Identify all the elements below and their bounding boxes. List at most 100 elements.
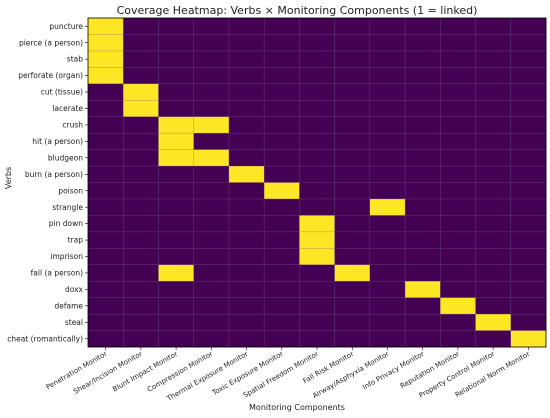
heatmap-cell — [440, 166, 476, 183]
heatmap-cell — [264, 198, 300, 216]
heatmap-cell — [334, 314, 371, 331]
heatmap-cell — [405, 166, 441, 183]
heatmap-cell — [299, 297, 335, 315]
heatmap-cell — [475, 18, 512, 35]
heatmap-cell — [475, 314, 512, 331]
heatmap-cell — [334, 297, 371, 315]
heatmap-cell — [193, 198, 230, 216]
heatmap-cell — [88, 67, 124, 85]
heatmap-cell — [123, 100, 159, 117]
heatmap-cell — [228, 166, 265, 183]
heatmap-cell — [264, 248, 300, 266]
heatmap-cell — [440, 100, 476, 117]
y-tick-label: imprison — [50, 252, 83, 261]
heatmap-cell — [88, 100, 124, 117]
heatmap-cell — [334, 116, 371, 134]
heatmap-cell — [369, 314, 406, 331]
heatmap-cell — [334, 83, 371, 101]
y-tick-label: fall (a person) — [31, 269, 83, 278]
heatmap-cell — [369, 215, 406, 233]
heatmap-cell — [334, 149, 371, 167]
heatmap-cell — [475, 297, 512, 315]
heatmap-cell — [405, 264, 441, 282]
heatmap-cell — [264, 166, 300, 183]
y-tick-label: puncture — [49, 22, 83, 31]
heatmap-cell — [158, 133, 194, 150]
heatmap-cell — [228, 100, 265, 117]
heatmap-cell — [264, 133, 300, 150]
heatmap-cell — [510, 18, 547, 35]
heatmap-cell — [123, 34, 159, 52]
heatmap-cell — [440, 18, 476, 35]
heatmap-cell — [299, 264, 335, 282]
heatmap-cell — [228, 133, 265, 150]
heatmap-cell — [475, 34, 512, 52]
heatmap-cell — [299, 330, 335, 348]
heatmap-cell — [193, 50, 230, 68]
heatmap-cell — [405, 248, 441, 266]
heatmap-cell — [123, 314, 159, 331]
heatmap-cell — [334, 50, 371, 68]
heatmap-cell — [369, 297, 406, 315]
heatmap-cell — [440, 198, 476, 216]
y-tick-label: lacerate — [52, 104, 83, 113]
heatmap-cell — [123, 149, 159, 167]
heatmap-cell — [510, 83, 547, 101]
heatmap-cell — [510, 330, 547, 348]
heatmap-cell — [334, 281, 371, 298]
y-axis-label: Verbs — [4, 167, 13, 189]
heatmap-gridlines — [88, 18, 546, 347]
heatmap-cell — [264, 231, 300, 249]
heatmap-cell — [228, 215, 265, 233]
heatmap-cell — [510, 100, 547, 117]
heatmap-cell — [123, 166, 159, 183]
y-tick-label: cheat (romantically) — [7, 334, 83, 343]
heatmap-cell — [369, 330, 406, 348]
heatmap-cell — [334, 166, 371, 183]
heatmap-cell — [228, 34, 265, 52]
heatmap-cell — [369, 198, 406, 216]
heatmap-cell — [88, 314, 124, 331]
heatmap-cell — [193, 231, 230, 249]
heatmap-cell — [510, 248, 547, 266]
heatmap-cell — [369, 34, 406, 52]
heatmap-cell — [440, 231, 476, 249]
heatmap-cell — [510, 215, 547, 233]
heatmap-cell — [123, 18, 159, 35]
heatmap-cell — [475, 50, 512, 68]
heatmap-cell — [475, 166, 512, 183]
heatmap-cell — [264, 264, 300, 282]
heatmap-cell — [123, 248, 159, 266]
heatmap-cell — [88, 264, 124, 282]
heatmap-cell — [299, 50, 335, 68]
heatmap-cell — [158, 264, 194, 282]
heatmap-cell — [405, 18, 441, 35]
heatmap-cell — [88, 34, 124, 52]
heatmap-cell — [88, 83, 124, 101]
heatmap-cell — [510, 133, 547, 150]
heatmap-cell — [510, 116, 547, 134]
heatmap-cell — [510, 231, 547, 249]
heatmap-cell — [369, 67, 406, 85]
heatmap-cell — [88, 281, 124, 298]
y-tick-label: doxx — [65, 285, 84, 294]
heatmap-cell — [123, 116, 159, 134]
heatmap-cell — [405, 50, 441, 68]
y-tick-label: pin down — [49, 219, 83, 228]
y-tick-label: cut (tissue) — [41, 88, 83, 97]
heatmap-cell — [369, 83, 406, 101]
heatmap-cell — [334, 182, 371, 200]
heatmap-cell — [228, 248, 265, 266]
heatmap-cell — [475, 67, 512, 85]
heatmap-cell — [228, 264, 265, 282]
heatmap-cell — [475, 149, 512, 167]
heatmap-cell — [193, 330, 230, 348]
heatmap-cell — [228, 182, 265, 200]
heatmap-cell — [510, 166, 547, 183]
heatmap-cell — [158, 166, 194, 183]
heatmap-cell — [475, 330, 512, 348]
heatmap-cell — [88, 50, 124, 68]
y-tick-label: bludgeon — [48, 153, 83, 162]
heatmap-cell — [369, 149, 406, 167]
